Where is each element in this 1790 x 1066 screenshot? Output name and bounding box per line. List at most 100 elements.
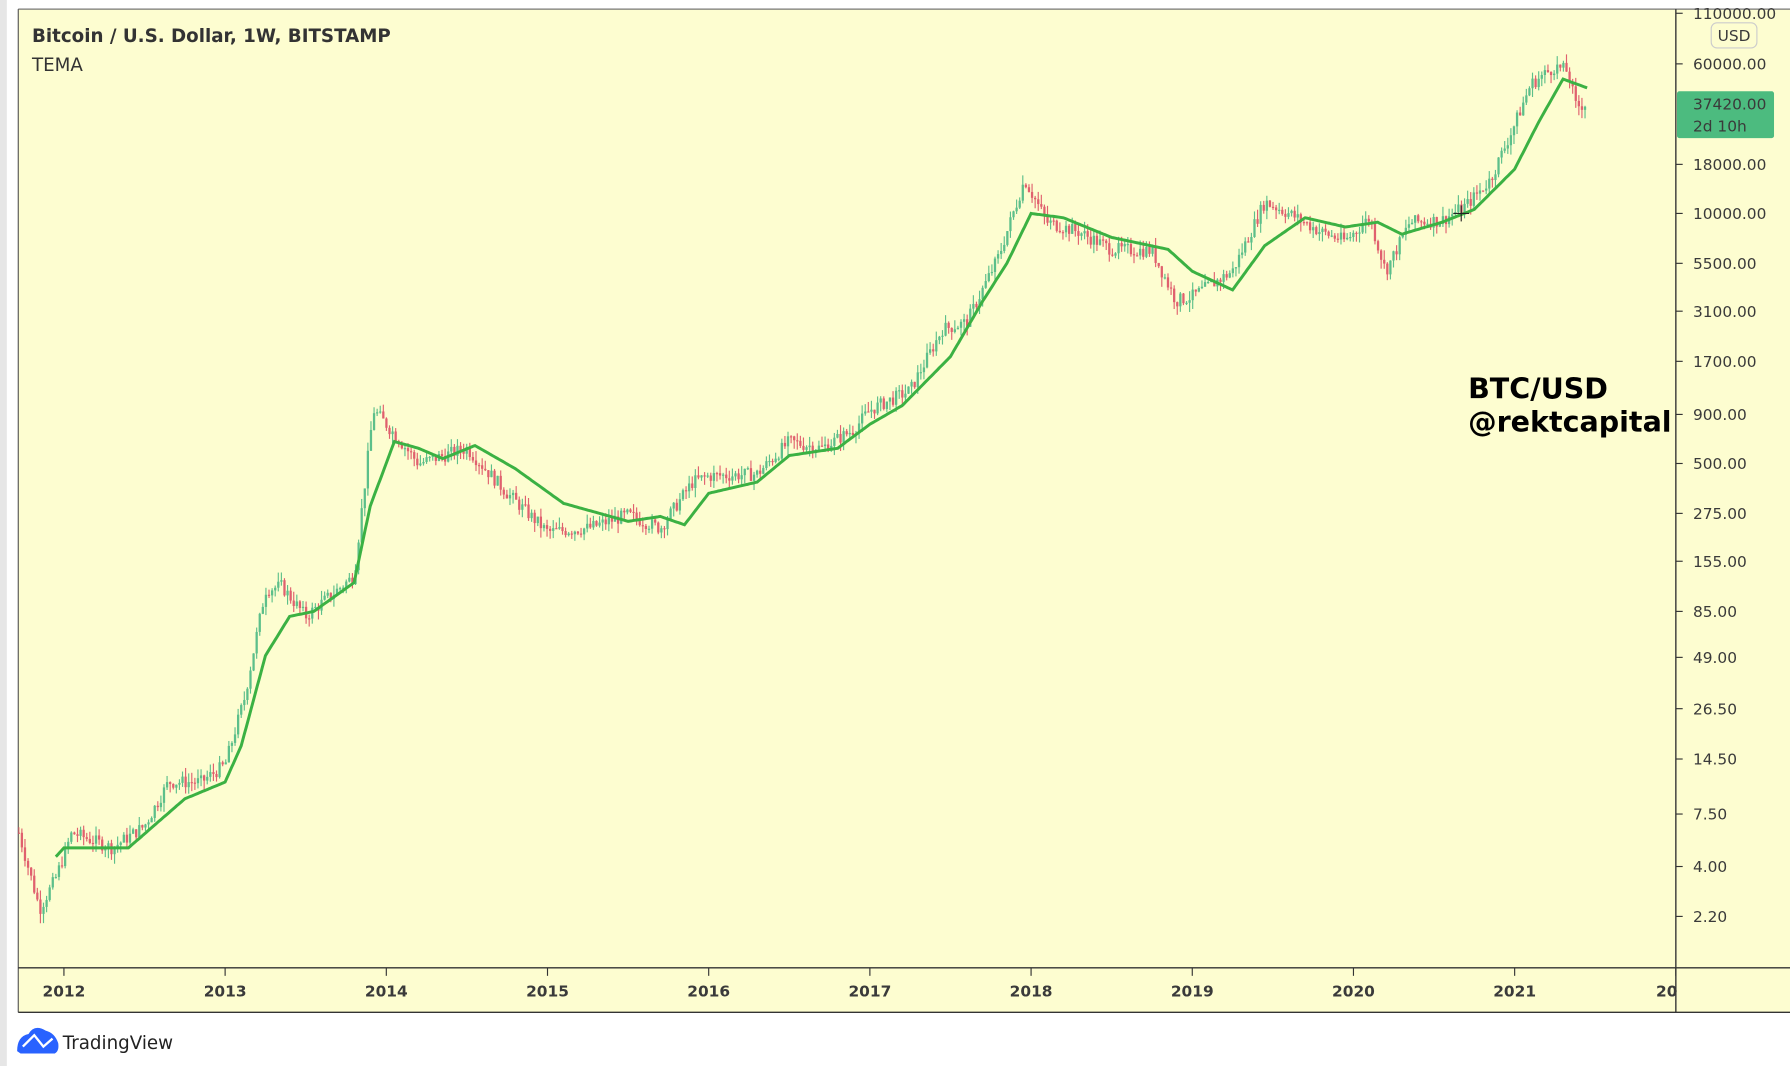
candle-body — [808, 445, 811, 448]
time-axis[interactable]: 2012 2013 2014 2015 2016 2017 2018 2019 2020 2021… — [43, 967, 1678, 1001]
candle-body — [422, 461, 425, 464]
candle-body — [1463, 203, 1466, 213]
candle-body — [947, 322, 950, 328]
candle-body — [629, 509, 632, 512]
candle-body — [292, 600, 295, 607]
candle-body — [233, 734, 237, 743]
candle-body — [518, 499, 521, 510]
candle-body — [1451, 214, 1454, 217]
candle-body — [823, 444, 827, 447]
price-tick-label: 900.00 — [1693, 406, 1747, 424]
candle-body — [428, 456, 431, 459]
candle-body — [1003, 244, 1006, 251]
candle-body — [94, 835, 98, 844]
candle-body — [802, 445, 805, 450]
candle-body — [88, 838, 91, 843]
candle-body — [425, 457, 428, 462]
candle-body — [1380, 250, 1383, 260]
candle-body — [709, 475, 712, 481]
candle-body — [36, 892, 39, 900]
candle-body — [1203, 282, 1207, 287]
candle-body — [935, 340, 938, 352]
candle-body — [1401, 234, 1404, 238]
candle-body — [842, 431, 845, 443]
price-tick-label: 14.50 — [1693, 751, 1737, 769]
candle-body — [1336, 238, 1340, 240]
candle-body — [521, 504, 524, 510]
candle-body — [196, 778, 200, 784]
candle-body — [913, 381, 916, 388]
candle-body — [1435, 217, 1438, 227]
candle-body — [286, 590, 289, 596]
currency-badge[interactable]: USD — [1710, 22, 1758, 49]
candle-body — [1030, 191, 1034, 198]
candle-body — [953, 329, 956, 332]
price-tick-label: 1700.00 — [1693, 353, 1757, 371]
candle-body — [477, 465, 481, 467]
candle-body — [910, 381, 913, 387]
candle-body — [969, 308, 972, 327]
candle-body — [227, 745, 231, 763]
candle-body — [1466, 199, 1469, 204]
candle-body — [406, 448, 410, 452]
candle-body — [907, 386, 910, 394]
candle-body — [966, 319, 969, 327]
candle-body — [817, 445, 821, 451]
candle-body — [342, 587, 345, 589]
candle-body — [348, 577, 351, 582]
candle-body — [335, 588, 339, 595]
candle-body — [669, 508, 672, 520]
candle-body — [885, 401, 889, 409]
candle-body — [283, 580, 286, 596]
candle-body — [1139, 248, 1142, 256]
candle-body — [901, 390, 904, 398]
candle-body — [1395, 251, 1398, 255]
candle-body — [1052, 220, 1055, 222]
candle-body — [1000, 250, 1003, 255]
candle-body — [431, 455, 434, 457]
candle-body — [138, 825, 141, 838]
candle-body — [169, 782, 172, 784]
candle-body — [240, 705, 243, 715]
candle-body — [932, 349, 935, 352]
price-tick-label: 155.00 — [1693, 553, 1747, 571]
candle-body — [1364, 218, 1367, 226]
candle-body — [922, 367, 926, 373]
candle-body — [326, 592, 329, 596]
price-axis[interactable]: 110000.00 60000.00 18000.00 10000.00 5500.00… — [1675, 5, 1776, 926]
candle-body — [1404, 227, 1407, 235]
candle-body — [721, 474, 725, 476]
candle-body — [258, 613, 261, 632]
time-tick-label: 2019 — [1171, 982, 1214, 1000]
time-tick-label: 2016 — [687, 982, 730, 1000]
candle-body — [993, 258, 997, 272]
price-tick-label: 275.00 — [1693, 505, 1747, 523]
candle-body — [1240, 252, 1244, 255]
candle-body — [403, 448, 407, 450]
candle-body — [740, 475, 743, 480]
price-tick-label: 60000.00 — [1693, 56, 1766, 74]
candle-body — [635, 512, 638, 519]
tradingview-logo[interactable]: TradingView — [17, 1027, 173, 1054]
indicator-label[interactable]: TEMA — [31, 55, 83, 76]
candle-body — [135, 829, 138, 838]
candle-body — [1574, 86, 1577, 101]
candle-body — [236, 714, 240, 735]
candle-body — [1321, 228, 1324, 233]
candle-body — [827, 444, 830, 451]
candle-body — [1308, 222, 1312, 231]
candle-body — [274, 587, 277, 591]
last-price: 37420.00 — [1693, 96, 1766, 114]
candle-body — [1485, 188, 1488, 191]
candle-body — [20, 832, 24, 848]
candle-body — [904, 393, 907, 398]
candle-body — [301, 606, 305, 609]
candle-body — [1358, 232, 1361, 234]
candle-body — [1540, 74, 1543, 79]
candle-body — [1037, 199, 1040, 205]
candle-body — [1154, 246, 1157, 263]
candle-body — [1562, 62, 1565, 68]
candle-body — [1287, 213, 1290, 217]
candle-body — [938, 336, 941, 341]
